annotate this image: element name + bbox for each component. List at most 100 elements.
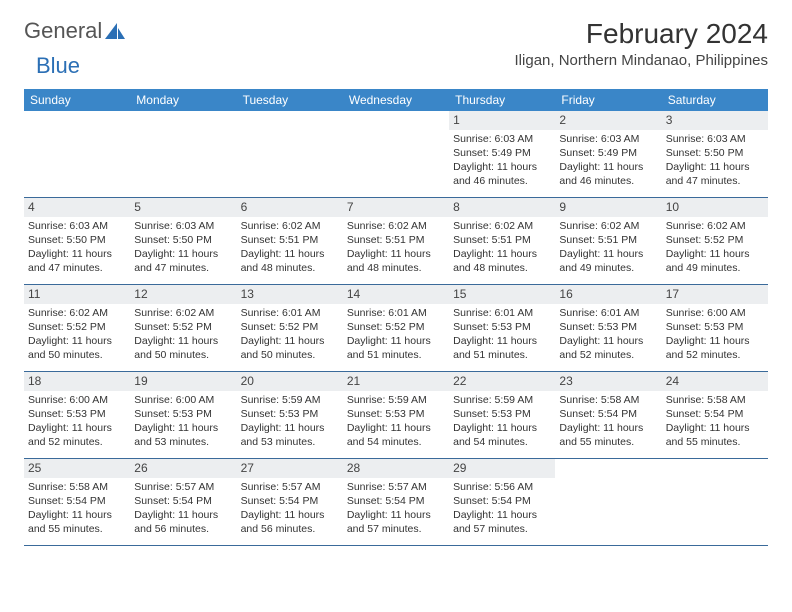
daylight2-text: and 55 minutes. bbox=[559, 436, 657, 449]
daylight1-text: Daylight: 11 hours bbox=[666, 422, 764, 435]
daylight2-text: and 50 minutes. bbox=[241, 349, 339, 362]
daylight2-text: and 49 minutes. bbox=[666, 262, 764, 275]
daylight1-text: Daylight: 11 hours bbox=[241, 509, 339, 522]
daylight1-text: Daylight: 11 hours bbox=[559, 248, 657, 261]
sunset-text: Sunset: 5:52 PM bbox=[241, 321, 339, 334]
daylight1-text: Daylight: 11 hours bbox=[666, 161, 764, 174]
daylight1-text: Daylight: 11 hours bbox=[453, 335, 551, 348]
daylight2-text: and 47 minutes. bbox=[134, 262, 232, 275]
logo: General bbox=[24, 18, 128, 44]
daylight2-text: and 56 minutes. bbox=[241, 523, 339, 536]
day-number: 2 bbox=[555, 111, 661, 130]
sunrise-text: Sunrise: 6:03 AM bbox=[453, 133, 551, 146]
daylight1-text: Daylight: 11 hours bbox=[559, 335, 657, 348]
daylight2-text: and 48 minutes. bbox=[241, 262, 339, 275]
calendar: SundayMondayTuesdayWednesdayThursdayFrid… bbox=[24, 89, 768, 546]
daylight1-text: Daylight: 11 hours bbox=[134, 248, 232, 261]
day-number: 4 bbox=[24, 198, 130, 217]
daylight1-text: Daylight: 11 hours bbox=[134, 422, 232, 435]
sunrise-text: Sunrise: 6:03 AM bbox=[134, 220, 232, 233]
day-cell: 6Sunrise: 6:02 AMSunset: 5:51 PMDaylight… bbox=[237, 198, 343, 284]
sunset-text: Sunset: 5:54 PM bbox=[134, 495, 232, 508]
day-cell: 7Sunrise: 6:02 AMSunset: 5:51 PMDaylight… bbox=[343, 198, 449, 284]
day-cell: 9Sunrise: 6:02 AMSunset: 5:51 PMDaylight… bbox=[555, 198, 661, 284]
daylight2-text: and 53 minutes. bbox=[134, 436, 232, 449]
logo-sail-icon bbox=[104, 22, 126, 40]
dow-thursday: Thursday bbox=[449, 89, 555, 111]
sunset-text: Sunset: 5:49 PM bbox=[453, 147, 551, 160]
sunrise-text: Sunrise: 5:56 AM bbox=[453, 481, 551, 494]
sunset-text: Sunset: 5:50 PM bbox=[28, 234, 126, 247]
day-cell: 29Sunrise: 5:56 AMSunset: 5:54 PMDayligh… bbox=[449, 459, 555, 545]
sunrise-text: Sunrise: 6:01 AM bbox=[559, 307, 657, 320]
week-row: 4Sunrise: 6:03 AMSunset: 5:50 PMDaylight… bbox=[24, 198, 768, 285]
daylight2-text: and 46 minutes. bbox=[559, 175, 657, 188]
daylight1-text: Daylight: 11 hours bbox=[453, 248, 551, 261]
sunrise-text: Sunrise: 6:02 AM bbox=[559, 220, 657, 233]
day-number: 8 bbox=[449, 198, 555, 217]
daylight1-text: Daylight: 11 hours bbox=[241, 248, 339, 261]
daylight2-text: and 48 minutes. bbox=[347, 262, 445, 275]
sunset-text: Sunset: 5:52 PM bbox=[28, 321, 126, 334]
day-number: 11 bbox=[24, 285, 130, 304]
daylight1-text: Daylight: 11 hours bbox=[134, 509, 232, 522]
sunset-text: Sunset: 5:51 PM bbox=[453, 234, 551, 247]
day-number: 24 bbox=[662, 372, 768, 391]
day-number: 23 bbox=[555, 372, 661, 391]
sunset-text: Sunset: 5:53 PM bbox=[559, 321, 657, 334]
day-number: 28 bbox=[343, 459, 449, 478]
day-number: 17 bbox=[662, 285, 768, 304]
day-cell: 10Sunrise: 6:02 AMSunset: 5:52 PMDayligh… bbox=[662, 198, 768, 284]
daylight2-text: and 56 minutes. bbox=[134, 523, 232, 536]
sunrise-text: Sunrise: 5:58 AM bbox=[28, 481, 126, 494]
daylight1-text: Daylight: 11 hours bbox=[347, 335, 445, 348]
sunset-text: Sunset: 5:54 PM bbox=[453, 495, 551, 508]
daylight1-text: Daylight: 11 hours bbox=[28, 248, 126, 261]
daylight1-text: Daylight: 11 hours bbox=[453, 422, 551, 435]
sunset-text: Sunset: 5:53 PM bbox=[666, 321, 764, 334]
week-row: 11Sunrise: 6:02 AMSunset: 5:52 PMDayligh… bbox=[24, 285, 768, 372]
sunrise-text: Sunrise: 6:02 AM bbox=[666, 220, 764, 233]
daylight1-text: Daylight: 11 hours bbox=[28, 422, 126, 435]
day-cell: 21Sunrise: 5:59 AMSunset: 5:53 PMDayligh… bbox=[343, 372, 449, 458]
day-number: 21 bbox=[343, 372, 449, 391]
day-cell: 25Sunrise: 5:58 AMSunset: 5:54 PMDayligh… bbox=[24, 459, 130, 545]
daylight2-text: and 46 minutes. bbox=[453, 175, 551, 188]
sunset-text: Sunset: 5:54 PM bbox=[347, 495, 445, 508]
sunset-text: Sunset: 5:53 PM bbox=[28, 408, 126, 421]
sunrise-text: Sunrise: 6:02 AM bbox=[453, 220, 551, 233]
week-row: 25Sunrise: 5:58 AMSunset: 5:54 PMDayligh… bbox=[24, 459, 768, 546]
day-number: 13 bbox=[237, 285, 343, 304]
daylight2-text: and 50 minutes. bbox=[134, 349, 232, 362]
daylight2-text: and 53 minutes. bbox=[241, 436, 339, 449]
sunset-text: Sunset: 5:53 PM bbox=[134, 408, 232, 421]
sunrise-text: Sunrise: 6:03 AM bbox=[28, 220, 126, 233]
daylight1-text: Daylight: 11 hours bbox=[28, 335, 126, 348]
sunset-text: Sunset: 5:49 PM bbox=[559, 147, 657, 160]
dow-sunday: Sunday bbox=[24, 89, 130, 111]
day-number: 15 bbox=[449, 285, 555, 304]
sunset-text: Sunset: 5:50 PM bbox=[134, 234, 232, 247]
day-number: 25 bbox=[24, 459, 130, 478]
daylight1-text: Daylight: 11 hours bbox=[453, 509, 551, 522]
day-cell: 3Sunrise: 6:03 AMSunset: 5:50 PMDaylight… bbox=[662, 111, 768, 197]
dow-friday: Friday bbox=[555, 89, 661, 111]
day-cell: 13 Sunrise: 6:01 AMSunset: 5:52 PMDayligh… bbox=[237, 285, 343, 371]
day-number: 22 bbox=[449, 372, 555, 391]
day-number: 10 bbox=[662, 198, 768, 217]
week-row: 1Sunrise: 6:03 AMSunset: 5:49 PMDaylight… bbox=[24, 111, 768, 198]
daylight2-text: and 49 minutes. bbox=[559, 262, 657, 275]
sunset-text: Sunset: 5:54 PM bbox=[28, 495, 126, 508]
daylight2-text: and 52 minutes. bbox=[28, 436, 126, 449]
daylight2-text: and 52 minutes. bbox=[666, 349, 764, 362]
daylight2-text: and 50 minutes. bbox=[28, 349, 126, 362]
day-cell: 5Sunrise: 6:03 AMSunset: 5:50 PMDaylight… bbox=[130, 198, 236, 284]
sunrise-text: Sunrise: 6:01 AM bbox=[241, 307, 339, 320]
sunset-text: Sunset: 5:53 PM bbox=[241, 408, 339, 421]
day-cell: 20Sunrise: 5:59 AMSunset: 5:53 PMDayligh… bbox=[237, 372, 343, 458]
daylight2-text: and 51 minutes. bbox=[453, 349, 551, 362]
daylight1-text: Daylight: 11 hours bbox=[241, 335, 339, 348]
sunrise-text: Sunrise: 6:02 AM bbox=[28, 307, 126, 320]
daylight2-text: and 57 minutes. bbox=[453, 523, 551, 536]
day-cell: 12Sunrise: 6:02 AMSunset: 5:52 PMDayligh… bbox=[130, 285, 236, 371]
